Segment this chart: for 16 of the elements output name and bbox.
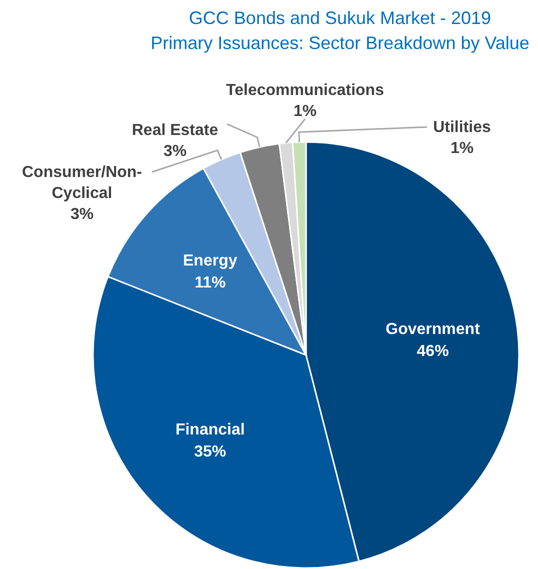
slice-label: Utilities [433,119,491,136]
data-label: 3% [163,143,187,160]
data-label: 1% [293,103,317,120]
data-label: 1% [450,140,474,157]
slice-label: Government [386,320,481,338]
data-label: 35% [194,444,226,461]
slice-label: Consumer/Non-Cyclical [22,164,142,202]
data-label: 3% [70,206,94,223]
data-label: 46% [416,342,449,360]
slice-label: Real Estate [132,122,218,139]
data-label: 11% [194,274,226,292]
chart-subtitle: Primary Issuances: Sector Breakdown by Value [150,33,530,53]
slice-label: Telecommunications [226,82,384,99]
slice-label: Energy [183,252,238,270]
chart-title: GCC Bonds and Sukuk Market - 2019 [188,8,492,28]
slice-label: Financial [175,422,245,439]
